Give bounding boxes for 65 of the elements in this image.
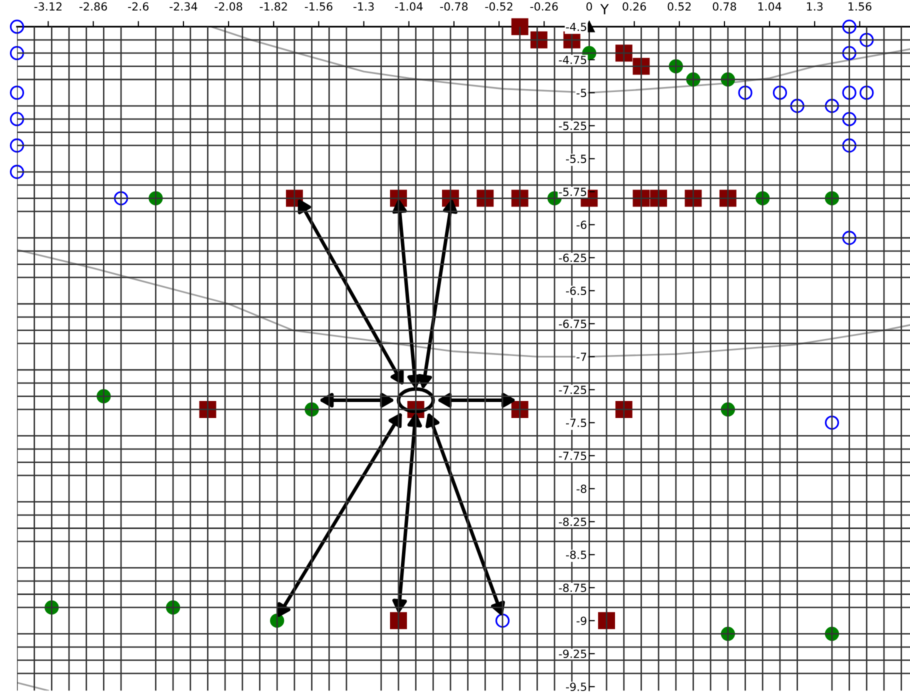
point [842, 20, 856, 34]
point [790, 98, 804, 113]
x-tick-label: -3.12 [34, 2, 62, 11]
y-tick-label: -5 [576, 88, 586, 98]
y-tick-label: -5.75 [558, 188, 586, 196]
x-tick-label: 0.52 [668, 2, 691, 11]
x-tick-label: 0.26 [622, 2, 646, 11]
y-tick-label: -6 [576, 220, 586, 230]
point [598, 612, 616, 630]
point [10, 164, 24, 179]
point [772, 86, 788, 100]
x-tick-label: 0.78 [712, 2, 736, 11]
point [824, 416, 840, 430]
y-tick-label: -9.5 [566, 682, 586, 692]
point [10, 138, 24, 153]
y-tick-label: -7.25 [558, 386, 586, 394]
point [842, 138, 856, 153]
y-tick-label: -5.5 [566, 154, 586, 164]
text: Y [600, 4, 609, 14]
x-tick-label: -1.3 [354, 2, 374, 11]
point [10, 86, 24, 100]
point [10, 112, 24, 126]
x-tick-label: -2.34 [170, 2, 198, 11]
x-tick-label: -1.82 [260, 2, 287, 11]
y-tick-label: -9 [576, 616, 586, 626]
y-tick-label: -9.25 [558, 650, 586, 658]
point [842, 230, 856, 245]
x-tick-label: -2.86 [79, 2, 107, 11]
x-tick-label: 1.04 [758, 2, 782, 11]
y-tick-label: -8.75 [558, 584, 586, 592]
x-tick-label: -1.04 [395, 2, 423, 11]
y-tick-label: -6.75 [558, 320, 586, 328]
x-tick-label: -1.56 [304, 2, 332, 11]
point [842, 112, 856, 126]
y-tick-label: -4.75 [558, 56, 586, 64]
x-tick-label: -0.78 [440, 2, 468, 11]
point [738, 86, 752, 100]
x-tick-label: -0.52 [485, 2, 512, 11]
y-tick-label: -5.25 [558, 122, 586, 130]
point [842, 46, 856, 60]
point [824, 98, 840, 113]
point [860, 32, 874, 47]
point [511, 18, 528, 36]
point [495, 614, 510, 628]
y-tick-label: -6.25 [558, 254, 586, 262]
y-tick-label: -6.5 [566, 286, 586, 296]
point [10, 20, 24, 34]
y-tick-label: -7.5 [566, 418, 586, 428]
x-tick-label: -0.26 [530, 2, 558, 11]
y-tick-label: -4.5 [566, 22, 586, 32]
point [10, 46, 24, 60]
x-tick-label: 1.3 [807, 2, 823, 11]
y-tick-label: -8 [576, 484, 586, 494]
y-tick-label: -8.25 [558, 518, 586, 526]
x-tick-label: 1.56 [848, 2, 872, 11]
point [842, 86, 856, 100]
x-tick-label: 0 [586, 2, 592, 11]
point [860, 86, 874, 100]
y-tick-label: -7.75 [558, 452, 586, 460]
x-tick-label: -2.6 [128, 2, 149, 11]
point [390, 612, 407, 630]
y-tick-label: -8.5 [566, 550, 586, 560]
point [114, 191, 128, 206]
x-tick-label: -2.08 [214, 2, 242, 11]
y-tick-label: -7 [576, 352, 586, 361]
